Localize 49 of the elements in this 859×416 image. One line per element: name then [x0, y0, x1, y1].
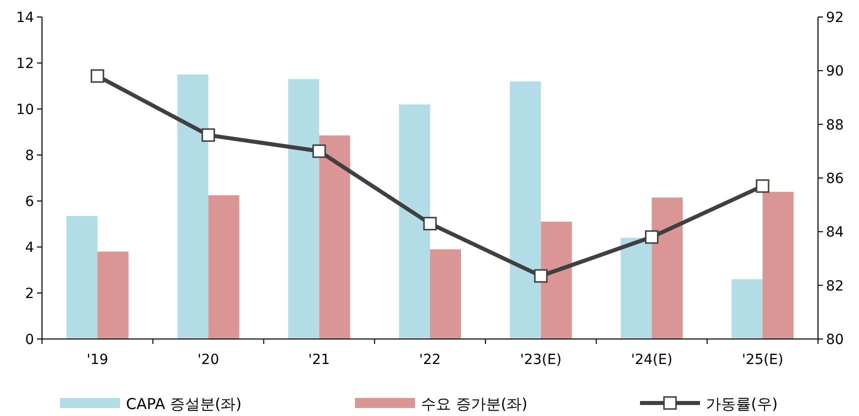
- point: [312, 144, 326, 158]
- x-tick-label: '21: [308, 352, 330, 368]
- bar: [762, 192, 794, 339]
- bar: [620, 238, 652, 339]
- y-tick-label: 10: [16, 102, 34, 118]
- point: [644, 230, 658, 244]
- y-tick-label: 6: [25, 194, 34, 210]
- bar: [652, 198, 683, 339]
- bar: [66, 216, 98, 339]
- y2-tick-label: 88: [826, 117, 844, 134]
- bar: [288, 79, 320, 339]
- x-tick-label: '20: [197, 352, 220, 368]
- legend: CAPA 증설분(좌): [60, 395, 242, 413]
- x-tick-label: '22: [419, 352, 441, 368]
- bar: [732, 279, 763, 339]
- y-tick-label: 14: [16, 10, 34, 26]
- bar: [430, 249, 461, 339]
- bar: [510, 81, 541, 339]
- legend: 수요 증가분(좌): [355, 395, 528, 413]
- point: [534, 269, 548, 283]
- point: [202, 128, 216, 142]
- y-tick-label: 0: [25, 332, 34, 348]
- y-tick-label: 12: [16, 56, 34, 72]
- y2-tick-label: 84: [826, 224, 844, 241]
- y2-tick-label: 80: [826, 332, 844, 348]
- x-tick-label: '24(E): [630, 352, 672, 368]
- bar: [97, 252, 128, 339]
- bar: [208, 195, 240, 339]
- bar: [399, 104, 430, 339]
- x-tick-label: '19: [86, 352, 108, 368]
- x-tick-label: '23(E): [520, 352, 562, 368]
- y-tick-label: 8: [25, 148, 34, 164]
- legend: 가동률(우): [640, 395, 778, 413]
- y-tick-label: 2: [25, 286, 34, 302]
- point: [756, 179, 770, 193]
- y2-tick-label: 82: [826, 278, 844, 294]
- y2-tick-label: 92: [826, 10, 844, 26]
- bar: [177, 74, 208, 339]
- legend-label: 가동률(우): [706, 395, 778, 413]
- legend-label: CAPA 증설분(좌): [126, 395, 242, 413]
- y2-tick-label: 86: [826, 171, 844, 187]
- y2-tick-label: 90: [826, 64, 844, 80]
- point: [423, 216, 437, 230]
- y-tick-label: 4: [25, 240, 34, 256]
- bar: [319, 135, 350, 339]
- legend-label: 수요 증가분(좌): [421, 395, 528, 413]
- x-tick-label: '25(E): [742, 352, 784, 368]
- point: [90, 69, 104, 83]
- bar: [540, 222, 572, 339]
